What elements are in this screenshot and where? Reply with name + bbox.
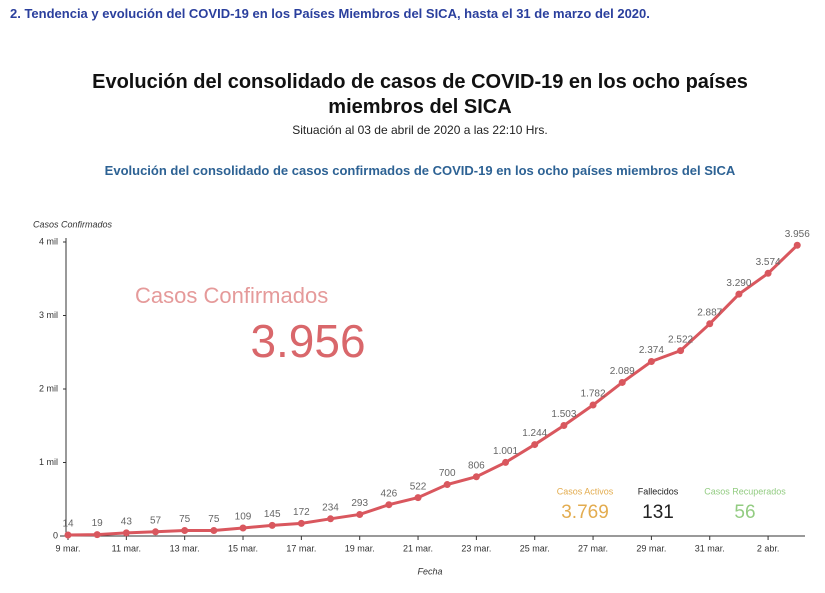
x-tick-label: 29 mar. [636, 543, 666, 553]
data-point [210, 526, 218, 534]
data-label: 3.574 [756, 257, 781, 268]
stat-value: 131 [642, 502, 674, 523]
x-tick-label: 17 mar. [286, 543, 316, 553]
data-label: 75 [179, 514, 191, 525]
data-point [502, 458, 510, 466]
data-point [239, 524, 247, 532]
data-point [647, 358, 655, 366]
summary-value: 3.956 [250, 315, 365, 367]
data-label: 426 [381, 488, 398, 499]
data-label: 1.503 [551, 409, 576, 420]
y-tick-label: 4 mil [39, 236, 58, 246]
x-tick-label: 27 mar. [578, 543, 608, 553]
data-point [93, 531, 101, 539]
data-label: 19 [92, 518, 104, 529]
data-label: 2.374 [639, 345, 664, 356]
data-label: 75 [208, 514, 220, 525]
data-label: 3.956 [785, 229, 810, 240]
data-point [443, 481, 451, 489]
data-label: 3.290 [726, 278, 751, 289]
stat-value: 56 [734, 502, 755, 523]
data-point [589, 401, 597, 409]
data-label: 293 [351, 498, 368, 509]
x-tick-label: 9 mar. [55, 543, 80, 553]
data-point [152, 528, 160, 536]
data-label: 57 [150, 515, 162, 526]
data-point [472, 473, 480, 481]
x-tick-label: 13 mar. [170, 543, 200, 553]
data-label: 43 [121, 516, 133, 527]
x-tick-label: 19 mar. [345, 543, 375, 553]
data-point [677, 347, 685, 355]
data-point [414, 494, 422, 502]
data-point [297, 519, 305, 527]
stat-label: Casos Activos [557, 486, 614, 496]
x-axis-label: Fecha [417, 566, 442, 576]
data-point [531, 441, 539, 449]
data-label: 234 [322, 502, 339, 513]
data-label: 700 [439, 468, 456, 479]
data-label: 14 [62, 519, 74, 530]
y-tick-label: 3 mil [39, 310, 58, 320]
x-tick-label: 25 mar. [520, 543, 550, 553]
series-line [67, 244, 799, 537]
data-point [181, 526, 189, 534]
data-point [706, 320, 714, 328]
data-point [764, 269, 772, 277]
chart-title: Evolución del consolidado de casos de CO… [92, 71, 748, 118]
y-tick-label: 2 mil [39, 383, 58, 393]
section-heading: 2. Tendencia y evolución del COVID-19 en… [10, 6, 650, 21]
stat-value: 3.769 [561, 502, 609, 523]
data-label: 2.522 [668, 334, 693, 345]
data-label: 2.089 [610, 366, 635, 377]
y-tick-label: 0 [53, 530, 58, 540]
summary-label: Casos Confirmados [135, 283, 328, 308]
data-label: 1.782 [581, 389, 606, 400]
data-point [327, 515, 335, 523]
data-point [793, 241, 801, 249]
data-label: 172 [293, 507, 310, 518]
data-point [122, 529, 130, 537]
data-point [64, 531, 72, 539]
data-point [618, 378, 626, 386]
data-label: 806 [468, 460, 485, 471]
x-tick-label: 31 mar. [695, 543, 725, 553]
x-tick-label: 11 mar. [112, 543, 141, 553]
y-tick-label: 1 mil [39, 457, 58, 467]
stat-label: Casos Recuperados [704, 486, 786, 496]
x-tick-label: 23 mar. [461, 543, 491, 553]
data-label: 145 [264, 509, 281, 520]
plot-title: Evolución del consolidado de casos confi… [104, 163, 736, 178]
data-label: 109 [235, 512, 252, 523]
x-tick-label: 21 mar. [403, 543, 433, 553]
data-point [268, 521, 276, 529]
data-point [560, 422, 568, 430]
data-label: 1.244 [522, 428, 547, 439]
chart-subtitle: Situación al 03 de abril de 2020 a las 2… [292, 123, 548, 137]
data-point [385, 501, 393, 509]
data-label: 522 [410, 481, 427, 492]
x-tick-label: 15 mar. [228, 543, 258, 553]
stat-label: Fallecidos [638, 486, 679, 496]
data-point [356, 510, 364, 518]
x-tick-label: 2 abr. [757, 543, 780, 553]
y-axis-label: Casos Confirmados [33, 219, 113, 229]
data-label: 1.001 [493, 446, 518, 457]
data-label: 2.887 [697, 307, 722, 318]
data-point [735, 290, 743, 298]
